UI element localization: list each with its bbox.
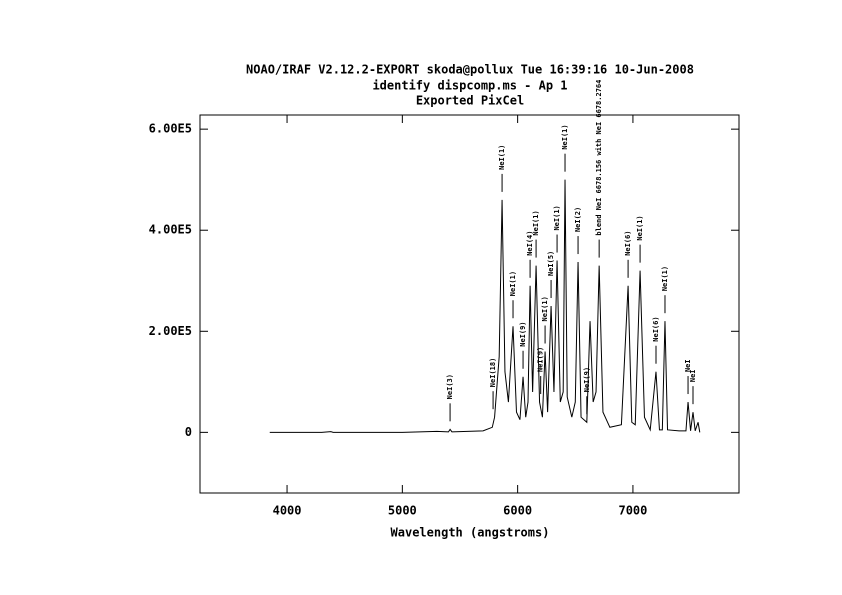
line-id-label: NeI(6) — [624, 231, 632, 256]
y-tick-label: 0 — [185, 425, 192, 439]
line-id-label: NeI(5) — [547, 251, 555, 276]
line-id-label: NeI(6) — [652, 316, 660, 341]
x-tick-label: 7000 — [618, 504, 647, 518]
plot-frame — [199, 114, 740, 494]
chart-title: NOAO/IRAF V2.12.2-EXPORT skoda@pollux Tu… — [246, 63, 694, 77]
line-id-label: NeI(1) — [509, 271, 517, 296]
line-id-label: NeI(9) — [519, 321, 527, 346]
line-id-label: NeI(1) — [541, 296, 549, 321]
line-id-label: NeI(2) — [574, 207, 582, 232]
y-tick-label: 4.00E5 — [149, 223, 192, 237]
line-id-label: blend NeI 6678.156 with NeI 6678.2764 — [595, 80, 603, 236]
line-id-label: NeI(4) — [526, 231, 534, 256]
x-axis-label: Wavelength (angstroms) — [391, 526, 550, 540]
line-id-label: NeI(9) — [537, 347, 545, 372]
line-id-label: NeI — [689, 369, 697, 382]
line-id-label: NeI(3) — [446, 374, 454, 399]
line-id-label: NeI(1) — [636, 215, 644, 240]
line-id-label: NeI(1) — [553, 205, 561, 230]
line-id-label: NeI — [684, 359, 692, 372]
chart-subtitle: Exported PixCel — [416, 94, 524, 108]
chart-subtitle: identify dispcomp.ms - Ap 1 — [372, 79, 567, 93]
line-id-label: NeI(1) — [661, 266, 669, 291]
y-tick-label: 2.00E5 — [149, 324, 192, 338]
line-id-label: NeI(1) — [532, 210, 540, 235]
x-tick-label: 6000 — [503, 504, 532, 518]
line-id-label: NeI(1) — [561, 124, 569, 149]
line-id-label: NeI(18) — [489, 358, 497, 388]
line-id-label: NeI(1) — [498, 145, 506, 170]
x-tick-label: 4000 — [273, 504, 302, 518]
y-tick-label: 6.00E5 — [149, 122, 192, 136]
x-tick-label: 5000 — [388, 504, 417, 518]
line-id-label: NeI(9) — [583, 367, 591, 392]
spectrum-line — [269, 179, 701, 433]
